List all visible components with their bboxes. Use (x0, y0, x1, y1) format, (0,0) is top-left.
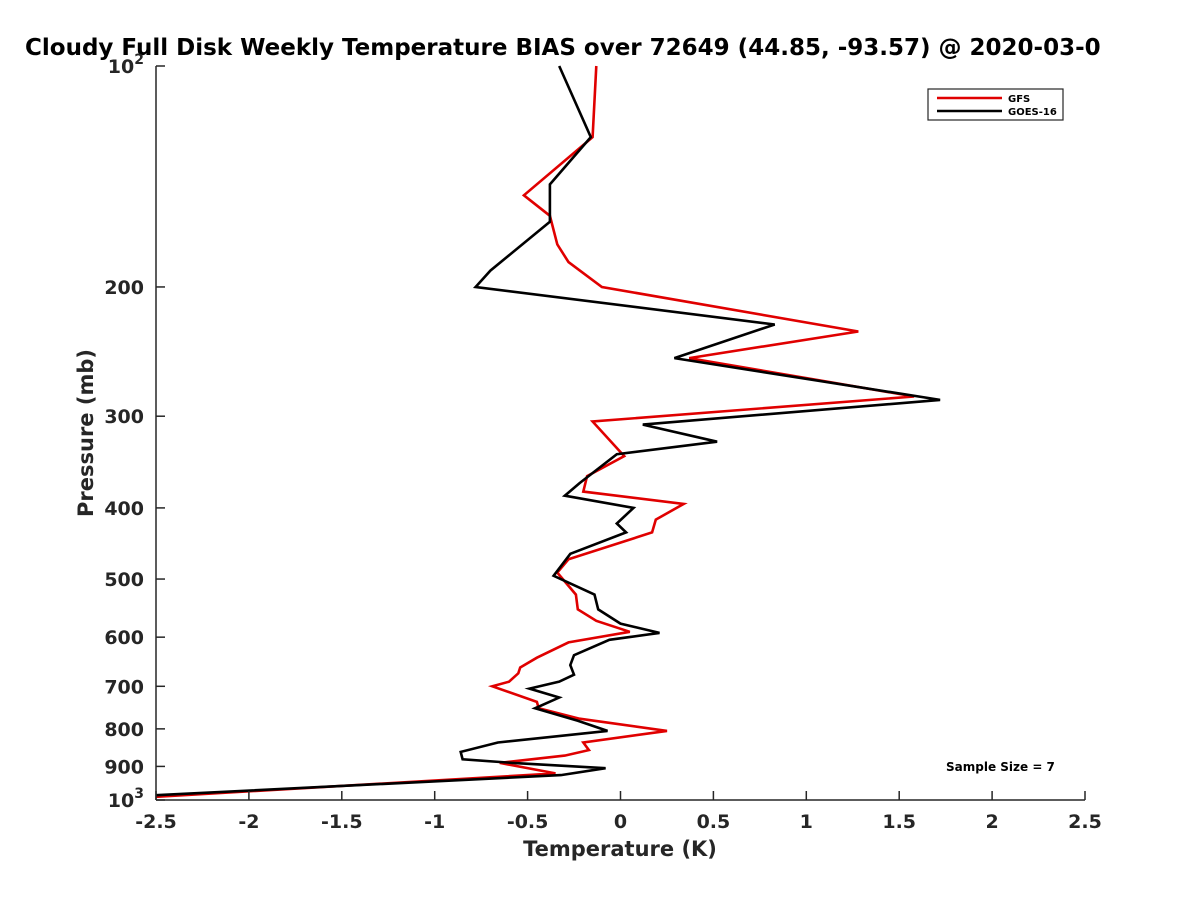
series-line-goes-16 (155, 65, 941, 797)
sample-size-annotation: Sample Size = 7 (946, 760, 1055, 774)
y-tick-label: 900 (104, 756, 144, 778)
y-tick-label: 700 (104, 676, 144, 698)
y-tick-label: 200 (104, 277, 144, 299)
y-tick-label: 103 (108, 786, 144, 812)
x-tick-label: 2.5 (1068, 811, 1102, 833)
x-tick-label: 2 (985, 811, 998, 833)
x-tick-label: -0.5 (507, 811, 549, 833)
x-tick-label: 0.5 (697, 811, 731, 833)
y-tick-label: 102 (108, 52, 144, 78)
y-tick-label: 500 (104, 569, 144, 591)
legend: GFS GOES-16 (927, 88, 1064, 121)
legend-box (927, 88, 1064, 121)
y-tick-label: 300 (104, 406, 144, 428)
legend-label-gfs: GFS (1008, 94, 1030, 105)
y-tick-label: 600 (104, 627, 144, 649)
legend-label-goes-16: GOES-16 (1008, 107, 1057, 118)
x-tick-label: -1.5 (321, 811, 363, 833)
x-tick-label: 1 (800, 811, 813, 833)
y-tick-label: 800 (104, 719, 144, 741)
x-tick-label: -1 (424, 811, 445, 833)
x-tick-label: 1.5 (882, 811, 916, 833)
y-axis-label: Pressure (mb) (74, 349, 98, 517)
y-axis: 102 200 300 400 500 600 700 800 900 103 (104, 52, 165, 812)
x-tick-label: -2.5 (135, 811, 177, 833)
x-axis-label: Temperature (K) (523, 837, 717, 861)
x-axis: -2.5 -2 -1.5 -1 -0.5 0 0.5 1 1.5 2 2.5 (135, 791, 1102, 833)
series-line-gfs (155, 65, 915, 799)
y-tick-label: 400 (104, 498, 144, 520)
x-tick-label: -2 (238, 811, 259, 833)
chart-title: Cloudy Full Disk Weekly Temperature BIAS… (25, 35, 1101, 61)
plot-area (155, 65, 941, 799)
x-tick-label: 0 (614, 811, 627, 833)
